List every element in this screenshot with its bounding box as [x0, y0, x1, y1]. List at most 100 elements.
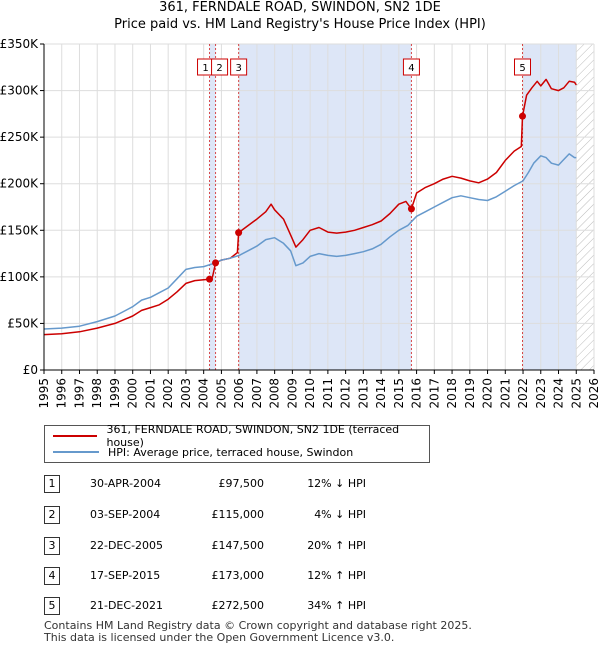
x-tick-label: 1996: [55, 378, 69, 409]
sale-point: [235, 229, 243, 237]
x-tick-label: 1998: [90, 378, 104, 409]
transaction-number: 2: [44, 506, 60, 524]
y-tick-label: £300K: [0, 84, 39, 98]
x-tick-label: 2019: [463, 378, 477, 409]
y-tick-label: £50K: [7, 316, 39, 330]
x-tick-label: 1995: [37, 378, 51, 409]
x-tick-label: 2003: [179, 378, 193, 409]
legend-item-hpi: HPI: Average price, terraced house, Swin…: [53, 444, 353, 460]
x-tick-label: 2007: [250, 378, 264, 409]
transaction-date: 03-SEP-2004: [90, 508, 161, 521]
transaction-hpi-diff: 20% ↑ HPI: [307, 539, 366, 552]
hpi-line: [43, 153, 577, 330]
chart-subtitle: Price paid vs. HM Land Registry's House …: [114, 17, 486, 32]
x-tick-label: 2010: [303, 378, 317, 409]
property-price-line: [43, 78, 577, 336]
x-tick-label: 2000: [126, 378, 140, 409]
ownership-shade: [209, 44, 216, 370]
chart-title: 361, FERNDALE ROAD, SWINDON, SN2 1DE: [159, 0, 441, 15]
sale-label-frame: [230, 58, 248, 76]
footer-licence: This data is licensed under the Open Gov…: [44, 631, 395, 644]
transaction-price: £173,000: [211, 569, 265, 582]
sale-point: [206, 275, 214, 283]
ownership-shade: [522, 44, 577, 370]
transaction-hpi-diff: 4% ↓ HPI: [314, 508, 366, 521]
sale-point: [407, 205, 415, 213]
x-tick-label: 2016: [410, 378, 424, 409]
transaction-date: 22-DEC-2005: [90, 539, 164, 552]
sale-label-number: 5: [519, 63, 525, 74]
legend: 361, FERNDALE ROAD, SWINDON, SN2 1DE (te…: [44, 423, 430, 463]
transaction-hpi-diff: 34% ↑ HPI: [307, 599, 366, 612]
sale-label-number: 1: [202, 63, 208, 74]
legend-label-property: 361, FERNDALE ROAD, SWINDON, SN2 1DE (te…: [106, 423, 400, 449]
sale-label-number: 2: [216, 63, 222, 74]
sale-label-frame: [402, 58, 420, 76]
sale-label-frame: [211, 58, 229, 76]
transaction-number: 5: [44, 597, 60, 615]
x-tick-label: 2014: [374, 378, 388, 409]
transaction-row: 4 17-SEP-2015 £173,000 12% ↑ HPI: [44, 567, 444, 585]
transaction-row: 2 03-SEP-2004 £115,000 4% ↓ HPI: [44, 506, 444, 524]
x-tick-label: 2001: [143, 378, 157, 409]
x-tick-label: 2018: [445, 378, 459, 409]
sale-label-frame: [514, 58, 531, 76]
forecast-hatch: [576, 44, 594, 370]
legend-label-hpi: HPI: Average price, terraced house, Swin…: [108, 445, 354, 459]
x-tick-label: 2013: [356, 378, 370, 409]
sale-label-number: 3: [235, 63, 241, 74]
x-tick-label: 2021: [498, 378, 512, 409]
y-tick-label: £250K: [0, 130, 39, 144]
x-tick-label: 2004: [197, 378, 211, 409]
sale-label-box: 5: [514, 58, 531, 76]
x-tick-label: 2017: [427, 378, 441, 409]
x-tick-label: 2002: [161, 378, 175, 409]
ownership-shade: [238, 44, 412, 370]
x-tick-label: 2012: [339, 378, 353, 409]
sale-label-number: 4: [408, 63, 414, 74]
transaction-hpi-diff: 12% ↓ HPI: [307, 477, 366, 490]
transaction-price: £147,500: [211, 539, 265, 552]
transaction-price: £97,500: [218, 477, 265, 490]
x-tick-label: 1999: [108, 378, 122, 409]
transaction-number: 3: [44, 537, 60, 555]
x-tick-label: 2022: [516, 378, 530, 409]
y-tick-label: £200K: [0, 177, 39, 191]
sale-label-box: 4: [402, 58, 420, 76]
transaction-row: 5 21-DEC-2021 £272,500 34% ↑ HPI: [44, 597, 444, 615]
transaction-price: £272,500: [211, 599, 265, 612]
x-tick-label: 2025: [569, 378, 583, 409]
x-tick-label: 2020: [481, 378, 495, 409]
x-tick-label: 1997: [72, 378, 86, 409]
x-tick-label: 2023: [534, 378, 548, 409]
transaction-number: 4: [44, 567, 60, 585]
x-tick-label: 2008: [268, 378, 282, 409]
transaction-hpi-diff: 12% ↑ HPI: [307, 569, 366, 582]
x-tick-label: 2015: [392, 378, 406, 409]
legend-swatch-hpi: [53, 451, 99, 453]
y-tick-label: £350K: [0, 37, 39, 51]
transaction-row: 1 30-APR-2004 £97,500 12% ↓ HPI: [44, 475, 444, 493]
x-tick-label: 2026: [587, 378, 600, 409]
y-tick-label: £100K: [0, 270, 39, 284]
transaction-number: 1: [44, 475, 60, 493]
y-tick-label: £0: [23, 363, 38, 377]
x-tick-label: 2024: [552, 378, 566, 409]
transaction-date: 17-SEP-2015: [90, 569, 161, 582]
footer-copyright: Contains HM Land Registry data © Crown c…: [44, 619, 472, 632]
transaction-date: 21-DEC-2021: [90, 599, 164, 612]
y-tick-label: £150K: [0, 223, 39, 237]
transaction-date: 30-APR-2004: [90, 477, 162, 490]
sale-label-box: 3: [230, 58, 248, 76]
x-tick-label: 2006: [232, 378, 246, 409]
legend-item-property: 361, FERNDALE ROAD, SWINDON, SN2 1DE (te…: [53, 423, 429, 449]
legend-swatch-property: [53, 435, 98, 437]
sale-label-box: 2: [211, 58, 229, 76]
x-tick-label: 2009: [285, 378, 299, 409]
transaction-row: 3 22-DEC-2005 £147,500 20% ↑ HPI: [44, 537, 444, 555]
transaction-price: £115,000: [211, 508, 265, 521]
sale-point: [212, 259, 220, 267]
sale-point: [519, 112, 526, 120]
x-tick-label: 2011: [321, 378, 335, 409]
